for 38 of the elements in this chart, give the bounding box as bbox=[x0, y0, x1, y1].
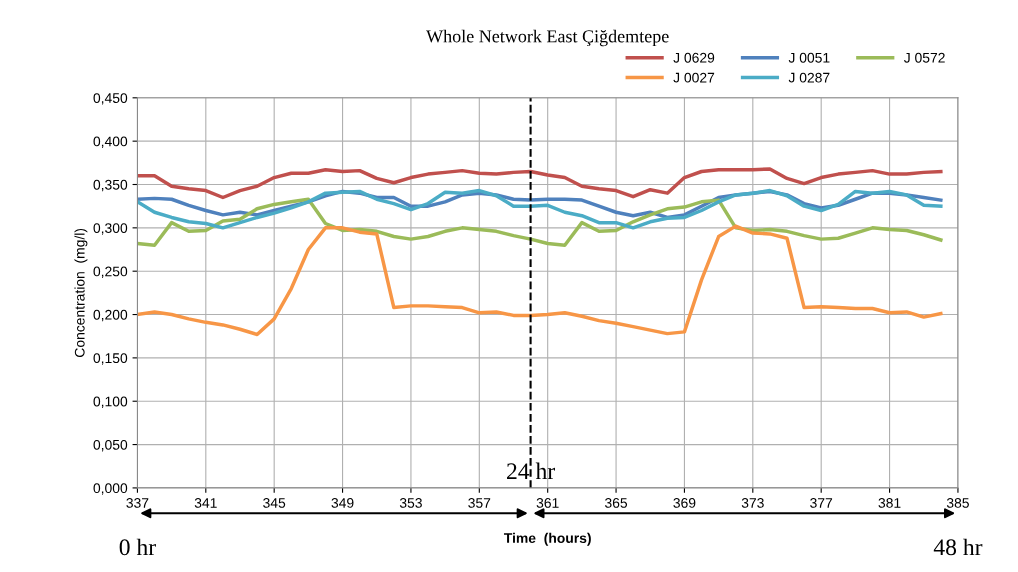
y-tick-label: 0,300 bbox=[93, 223, 128, 235]
line-series bbox=[137, 224, 943, 337]
line-series bbox=[137, 167, 943, 200]
x-tick-label: 341 bbox=[194, 498, 217, 508]
y-axis-title: Concentration (mg/l) bbox=[74, 228, 88, 357]
y-tick-label: 0,050 bbox=[93, 439, 128, 452]
y-tick-label: 0,000 bbox=[93, 483, 128, 495]
legend-label: J 0027 bbox=[673, 72, 715, 83]
y-tick-label: 0,400 bbox=[93, 136, 128, 148]
x-tick-label: 345 bbox=[263, 498, 286, 508]
x-tick-label: 357 bbox=[468, 498, 491, 508]
text: 48 hr bbox=[933, 538, 983, 556]
y-tick-label: 0,100 bbox=[93, 396, 128, 409]
x-tick-label: 361 bbox=[536, 498, 559, 508]
x-tick-label: 337 bbox=[126, 498, 149, 508]
line-series bbox=[137, 197, 943, 247]
line-series bbox=[137, 188, 943, 230]
x-tick-label: 353 bbox=[399, 498, 422, 508]
y-tick-label: 0,200 bbox=[93, 309, 128, 322]
y-tick-label: 0,150 bbox=[93, 353, 128, 365]
legend-label: J 0629 bbox=[673, 52, 715, 63]
x-tick-label: 381 bbox=[878, 498, 901, 508]
x-axis-title: Time (hours) bbox=[503, 532, 591, 546]
chart-title: Whole Network East Çiğdemtepe bbox=[426, 29, 669, 47]
x-tick-label: 349 bbox=[331, 498, 354, 508]
y-tick-label: 0,350 bbox=[93, 179, 128, 192]
legend-label: J 0051 bbox=[788, 52, 830, 63]
x-tick-label: 365 bbox=[605, 498, 628, 508]
x-tick-label: 369 bbox=[673, 498, 696, 508]
x-tick-label: 377 bbox=[810, 498, 833, 508]
legend-label: J 0287 bbox=[788, 72, 830, 83]
y-tick-label: 0,250 bbox=[93, 266, 128, 278]
ref-line-label: 24 hr bbox=[507, 462, 555, 479]
y-tick-label: 0,450 bbox=[93, 93, 128, 105]
x-tick-label: 373 bbox=[741, 498, 764, 508]
legend-label: J 0572 bbox=[903, 52, 945, 63]
text: 0 hr bbox=[119, 538, 156, 556]
x-tick-label: 385 bbox=[946, 498, 969, 508]
